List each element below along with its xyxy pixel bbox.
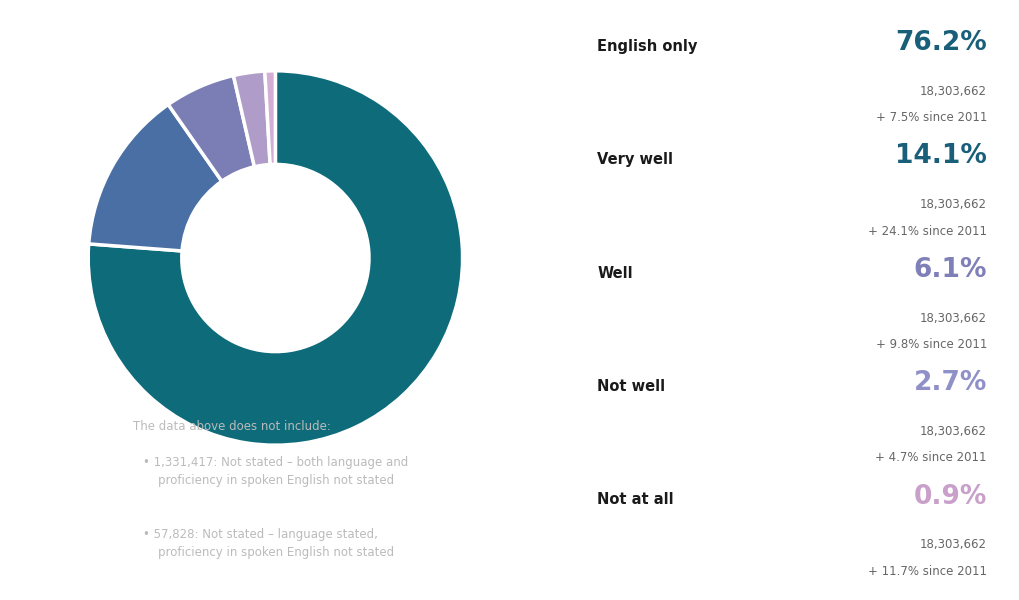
Text: English only: English only [597, 39, 697, 54]
Text: 18,303,662: 18,303,662 [919, 425, 986, 438]
Text: 18,303,662: 18,303,662 [919, 538, 986, 551]
Text: 18,303,662: 18,303,662 [919, 85, 986, 98]
Wedge shape [265, 71, 275, 164]
Text: Well: Well [597, 266, 633, 281]
Text: 18,303,662: 18,303,662 [919, 198, 986, 211]
Text: + 7.5% since 2011: + 7.5% since 2011 [874, 111, 986, 124]
Text: Not well: Not well [597, 379, 665, 394]
Text: 18,303,662: 18,303,662 [919, 311, 986, 325]
Text: 6.1%: 6.1% [912, 257, 986, 283]
Text: • 1,331,417: Not stated – both language and
    proficiency in spoken English no: • 1,331,417: Not stated – both language … [143, 456, 408, 487]
Text: + 24.1% since 2011: + 24.1% since 2011 [867, 224, 986, 238]
Wedge shape [88, 71, 463, 445]
Text: + 11.7% since 2011: + 11.7% since 2011 [867, 565, 986, 578]
Text: + 9.8% since 2011: + 9.8% since 2011 [874, 338, 986, 351]
Text: 14.1%: 14.1% [894, 143, 986, 169]
Text: Not at all: Not at all [597, 493, 674, 508]
Text: + 4.7% since 2011: + 4.7% since 2011 [874, 451, 986, 464]
Wedge shape [168, 76, 254, 181]
Text: Very well: Very well [597, 152, 673, 167]
Text: • 57,828: Not stated – language stated,
    proficiency in spoken English not st: • 57,828: Not stated – language stated, … [143, 528, 393, 559]
Text: 0.9%: 0.9% [913, 484, 986, 509]
Text: 76.2%: 76.2% [895, 30, 986, 56]
Text: The data above does not include:: The data above does not include: [132, 420, 330, 433]
Wedge shape [89, 104, 221, 251]
Wedge shape [233, 71, 270, 167]
Text: 2.7%: 2.7% [913, 370, 986, 396]
